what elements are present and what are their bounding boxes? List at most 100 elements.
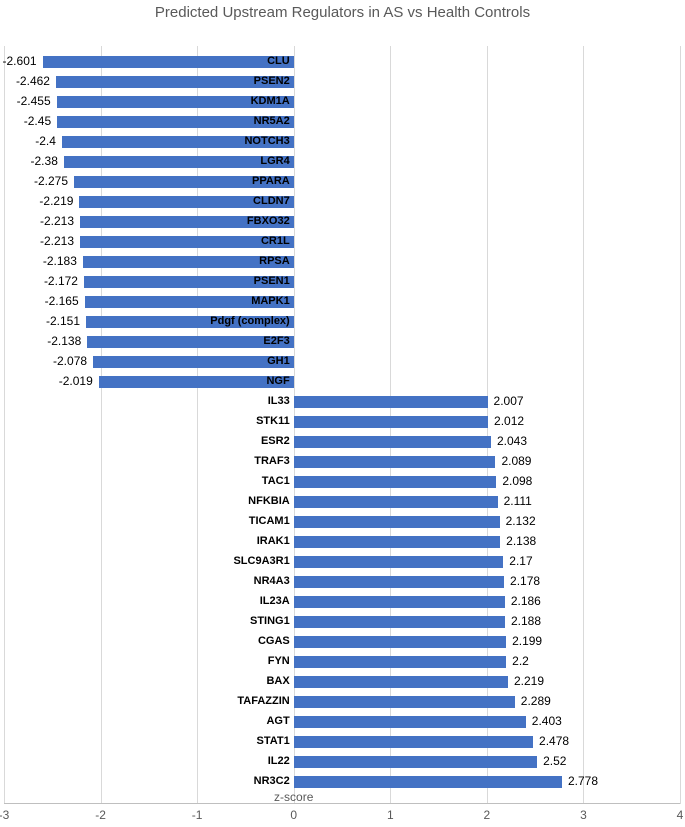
bar-value: -2.172	[44, 274, 78, 288]
bar	[99, 376, 294, 388]
x-tick-label: 1	[387, 808, 394, 822]
bar-value: 2.178	[510, 574, 540, 588]
bar-name: PSEN2	[254, 75, 290, 87]
bar-value: -2.213	[40, 234, 74, 248]
x-tick-label: -1	[192, 808, 203, 822]
bar-name: KDM1A	[251, 95, 290, 107]
chart-title: Predicted Upstream Regulators in AS vs H…	[0, 4, 685, 21]
bar	[294, 636, 506, 648]
bar-value: 2.007	[494, 394, 524, 408]
bar-name: IL33	[268, 395, 290, 407]
x-tick-label: 3	[580, 808, 587, 822]
x-tick-label: 0	[290, 808, 297, 822]
bar-value: -2.213	[40, 214, 74, 228]
bar-name: TAFAZZIN	[237, 695, 289, 707]
bar-name: BAX	[266, 675, 289, 687]
bar-name: NGF	[266, 375, 289, 387]
bar-name: CLU	[267, 55, 290, 67]
bar-name: TRAF3	[254, 455, 289, 467]
bar-name: CR1L	[261, 235, 290, 247]
x-tick-label: -2	[95, 808, 106, 822]
bar-value: -2.165	[45, 294, 79, 308]
bar-value: 2.138	[506, 534, 536, 548]
bar	[294, 556, 504, 568]
bar-value: 2.199	[512, 634, 542, 648]
bar-name: NOTCH3	[244, 135, 289, 147]
chart-container: Predicted Upstream Regulators in AS vs H…	[0, 0, 685, 827]
x-tick-label: 2	[484, 808, 491, 822]
bar-value: 2.219	[514, 674, 544, 688]
x-axis-title: z-score	[274, 790, 313, 804]
bar-value: -2.455	[17, 94, 51, 108]
bar-value: -2.219	[39, 194, 73, 208]
bar-value: -2.38	[31, 154, 58, 168]
bar-value: 2.17	[509, 554, 532, 568]
bar-name: E2F3	[263, 335, 289, 347]
bar	[294, 616, 505, 628]
x-axis-line	[4, 803, 680, 804]
bar	[294, 496, 498, 508]
bar-value: -2.4	[35, 134, 56, 148]
bar	[93, 356, 294, 368]
bar-name: AGT	[266, 715, 289, 727]
bar-value: 2.111	[504, 494, 532, 508]
bar-value: -2.462	[16, 74, 50, 88]
bar-name: GH1	[267, 355, 290, 367]
bar-name: IL23A	[260, 595, 290, 607]
plot-area: CLU -2.601 PSEN2 -2.462 KDM1A -2.455 NR5A2 -2.4…	[4, 46, 680, 804]
bar-name: IRAK1	[257, 535, 290, 547]
bar-name: CGAS	[258, 635, 290, 647]
bar-name: FBXO32	[247, 215, 290, 227]
bar-name: NFKBIA	[248, 495, 290, 507]
bar	[294, 576, 504, 588]
bar-value: -2.601	[3, 54, 37, 68]
bar-value: 2.778	[568, 774, 598, 788]
bar-value: -2.019	[59, 374, 93, 388]
bar-name: NR3C2	[254, 775, 290, 787]
gridline	[680, 46, 681, 804]
bar-value: 2.289	[521, 694, 551, 708]
bar-name: Pdgf (complex)	[210, 315, 289, 327]
bar-value: -2.275	[34, 174, 68, 188]
bar	[43, 56, 294, 68]
bar	[294, 536, 500, 548]
bar-value: -2.151	[46, 314, 80, 328]
bar-name: RPSA	[259, 255, 290, 267]
x-tick-label: 4	[677, 808, 684, 822]
bar-name: FYN	[268, 655, 290, 667]
bar-value: -2.45	[24, 114, 51, 128]
bar	[294, 736, 533, 748]
bar-value: 2.2	[512, 654, 529, 668]
gridline	[583, 46, 584, 804]
bar	[294, 396, 488, 408]
bar-value: 2.188	[511, 614, 541, 628]
bar-value: -2.078	[53, 354, 87, 368]
bar-value: 2.089	[501, 454, 531, 468]
bar-name: PSEN1	[254, 275, 290, 287]
bar-value: 2.043	[497, 434, 527, 448]
bar-name: NR4A3	[254, 575, 290, 587]
bar-name: MAPK1	[251, 295, 290, 307]
bar-name: IL22	[268, 755, 290, 767]
bar-value: 2.012	[494, 414, 524, 428]
bar	[294, 456, 496, 468]
bar	[294, 516, 500, 528]
bar-value: 2.186	[511, 594, 541, 608]
bar-value: -2.138	[47, 334, 81, 348]
bar	[294, 756, 537, 768]
bar-value: 2.478	[539, 734, 569, 748]
bar	[294, 476, 497, 488]
bar	[294, 436, 491, 448]
bar	[294, 656, 506, 668]
bar-name: STAT1	[257, 735, 290, 747]
bar-name: SLC9A3R1	[233, 555, 289, 567]
bar	[64, 156, 294, 168]
bar-value: -2.183	[43, 254, 77, 268]
bar-name: NR5A2	[254, 115, 290, 127]
bar-name: STK11	[256, 415, 290, 427]
bar-name: PPARA	[252, 175, 290, 187]
bar	[294, 716, 526, 728]
bar-value: 2.403	[532, 714, 562, 728]
bar	[294, 416, 488, 428]
bar-name: ESR2	[261, 435, 290, 447]
